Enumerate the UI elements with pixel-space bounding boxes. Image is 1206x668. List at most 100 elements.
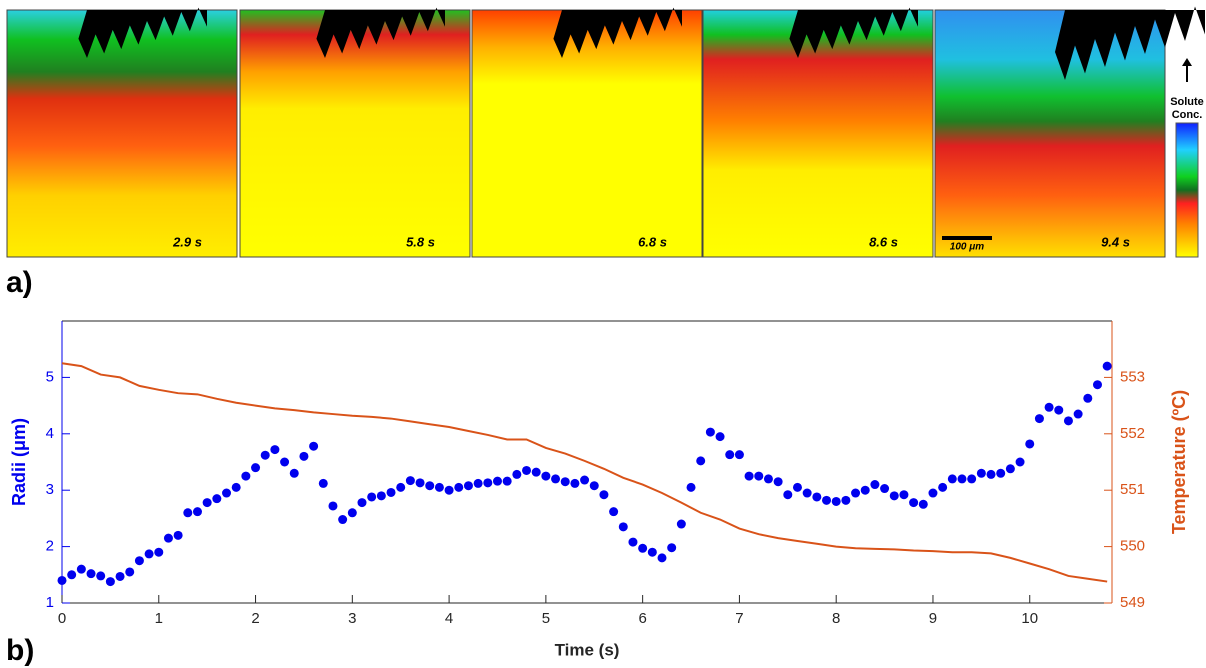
- y2-axis-label: Temperature (ºC): [1169, 390, 1189, 534]
- radius-point: [289, 468, 299, 478]
- radius-point: [657, 553, 667, 563]
- radius-point: [947, 474, 957, 484]
- radius-point: [357, 498, 367, 508]
- radius-point: [463, 481, 473, 491]
- radius-point: [744, 471, 754, 481]
- y2-tick-label: 552: [1120, 425, 1145, 442]
- radius-point: [144, 549, 154, 559]
- radius-point: [589, 481, 599, 491]
- radius-point: [67, 570, 77, 580]
- radius-point: [841, 495, 851, 505]
- radius-point: [783, 490, 793, 500]
- radius-point: [125, 567, 135, 577]
- radius-point: [996, 468, 1006, 478]
- x-tick-label: 9: [929, 610, 937, 627]
- radius-point: [967, 474, 977, 484]
- x-tick-label: 3: [348, 610, 356, 627]
- radius-point: [96, 571, 106, 581]
- radius-point: [938, 482, 948, 492]
- x-tick-label: 5: [542, 610, 550, 627]
- radius-point: [1044, 402, 1054, 412]
- radius-point: [1092, 380, 1102, 390]
- radius-point: [531, 467, 541, 477]
- radius-point: [309, 441, 319, 451]
- radius-point: [502, 476, 512, 486]
- radius-point: [367, 492, 377, 502]
- radius-point: [473, 478, 483, 488]
- y2-tick-label: 551: [1120, 481, 1145, 498]
- radius-point: [560, 477, 570, 487]
- radius-point: [57, 575, 67, 585]
- radius-point: [763, 474, 773, 484]
- x-tick-label: 0: [58, 610, 66, 627]
- y-tick-label: 5: [46, 368, 54, 385]
- radius-point: [1034, 414, 1044, 424]
- y2-tick-label: 553: [1120, 368, 1145, 385]
- radius-point: [202, 498, 212, 508]
- y-tick-label: 3: [46, 481, 54, 498]
- x-axis-label: Time (s): [555, 640, 620, 659]
- radius-point: [260, 450, 270, 460]
- dendrite: [1055, 6, 1205, 80]
- radius-point: [231, 482, 241, 492]
- radius-point: [676, 519, 686, 529]
- radius-point: [1005, 464, 1015, 474]
- radius-point: [492, 476, 502, 486]
- radius-point: [618, 522, 628, 532]
- radius-point: [222, 488, 232, 498]
- radius-point: [134, 556, 144, 566]
- panel-label: a): [6, 266, 33, 299]
- radius-point: [318, 478, 328, 488]
- dendrite: [789, 7, 918, 59]
- radius-point: [173, 530, 183, 540]
- y-tick-label: 4: [46, 425, 54, 442]
- radius-point: [1063, 416, 1073, 426]
- x-tick-label: 2: [251, 610, 259, 627]
- radius-point: [802, 488, 812, 498]
- frame-image: [239, 9, 471, 258]
- x-tick-label: 8: [832, 610, 840, 627]
- frame-image: [6, 9, 238, 258]
- radius-point: [1073, 409, 1083, 419]
- radius-point: [163, 533, 173, 543]
- colorbar-label: Conc.: [1172, 109, 1203, 121]
- radius-point: [599, 490, 609, 500]
- x-tick-label: 7: [735, 610, 743, 627]
- radius-point: [154, 547, 164, 557]
- radius-point: [957, 474, 967, 484]
- radius-point: [386, 487, 396, 497]
- radius-point: [715, 432, 725, 442]
- radius-point: [270, 445, 280, 455]
- radius-point: [880, 484, 890, 494]
- radius-point: [928, 488, 938, 498]
- radius-point: [705, 427, 715, 437]
- radius-point: [338, 515, 348, 525]
- radius-point: [812, 492, 822, 502]
- time-label: 9.4 s: [1101, 234, 1130, 249]
- radius-point: [647, 547, 657, 557]
- radius-point: [696, 456, 706, 466]
- radius-point: [483, 478, 493, 488]
- radius-point: [251, 463, 261, 473]
- y2-tick-label: 549: [1120, 594, 1145, 611]
- radius-point: [541, 471, 551, 481]
- radius-point: [870, 480, 880, 490]
- radius-point: [667, 543, 677, 553]
- panel-label: b): [6, 634, 34, 667]
- x-tick-label: 6: [638, 610, 646, 627]
- radius-point: [1015, 457, 1025, 467]
- scale-bar: [942, 236, 992, 240]
- radius-point: [851, 488, 861, 498]
- temperature-line: [61, 362, 1108, 583]
- time-label: 5.8 s: [406, 234, 435, 249]
- radius-point: [192, 507, 202, 517]
- radius-point: [299, 451, 309, 461]
- radius-point: [415, 478, 425, 488]
- dendrite: [553, 7, 682, 59]
- y-tick-label: 2: [46, 538, 54, 555]
- radius-point: [822, 495, 832, 505]
- radius-point: [754, 471, 764, 481]
- frame-image: [471, 9, 703, 258]
- radius-point: [454, 482, 464, 492]
